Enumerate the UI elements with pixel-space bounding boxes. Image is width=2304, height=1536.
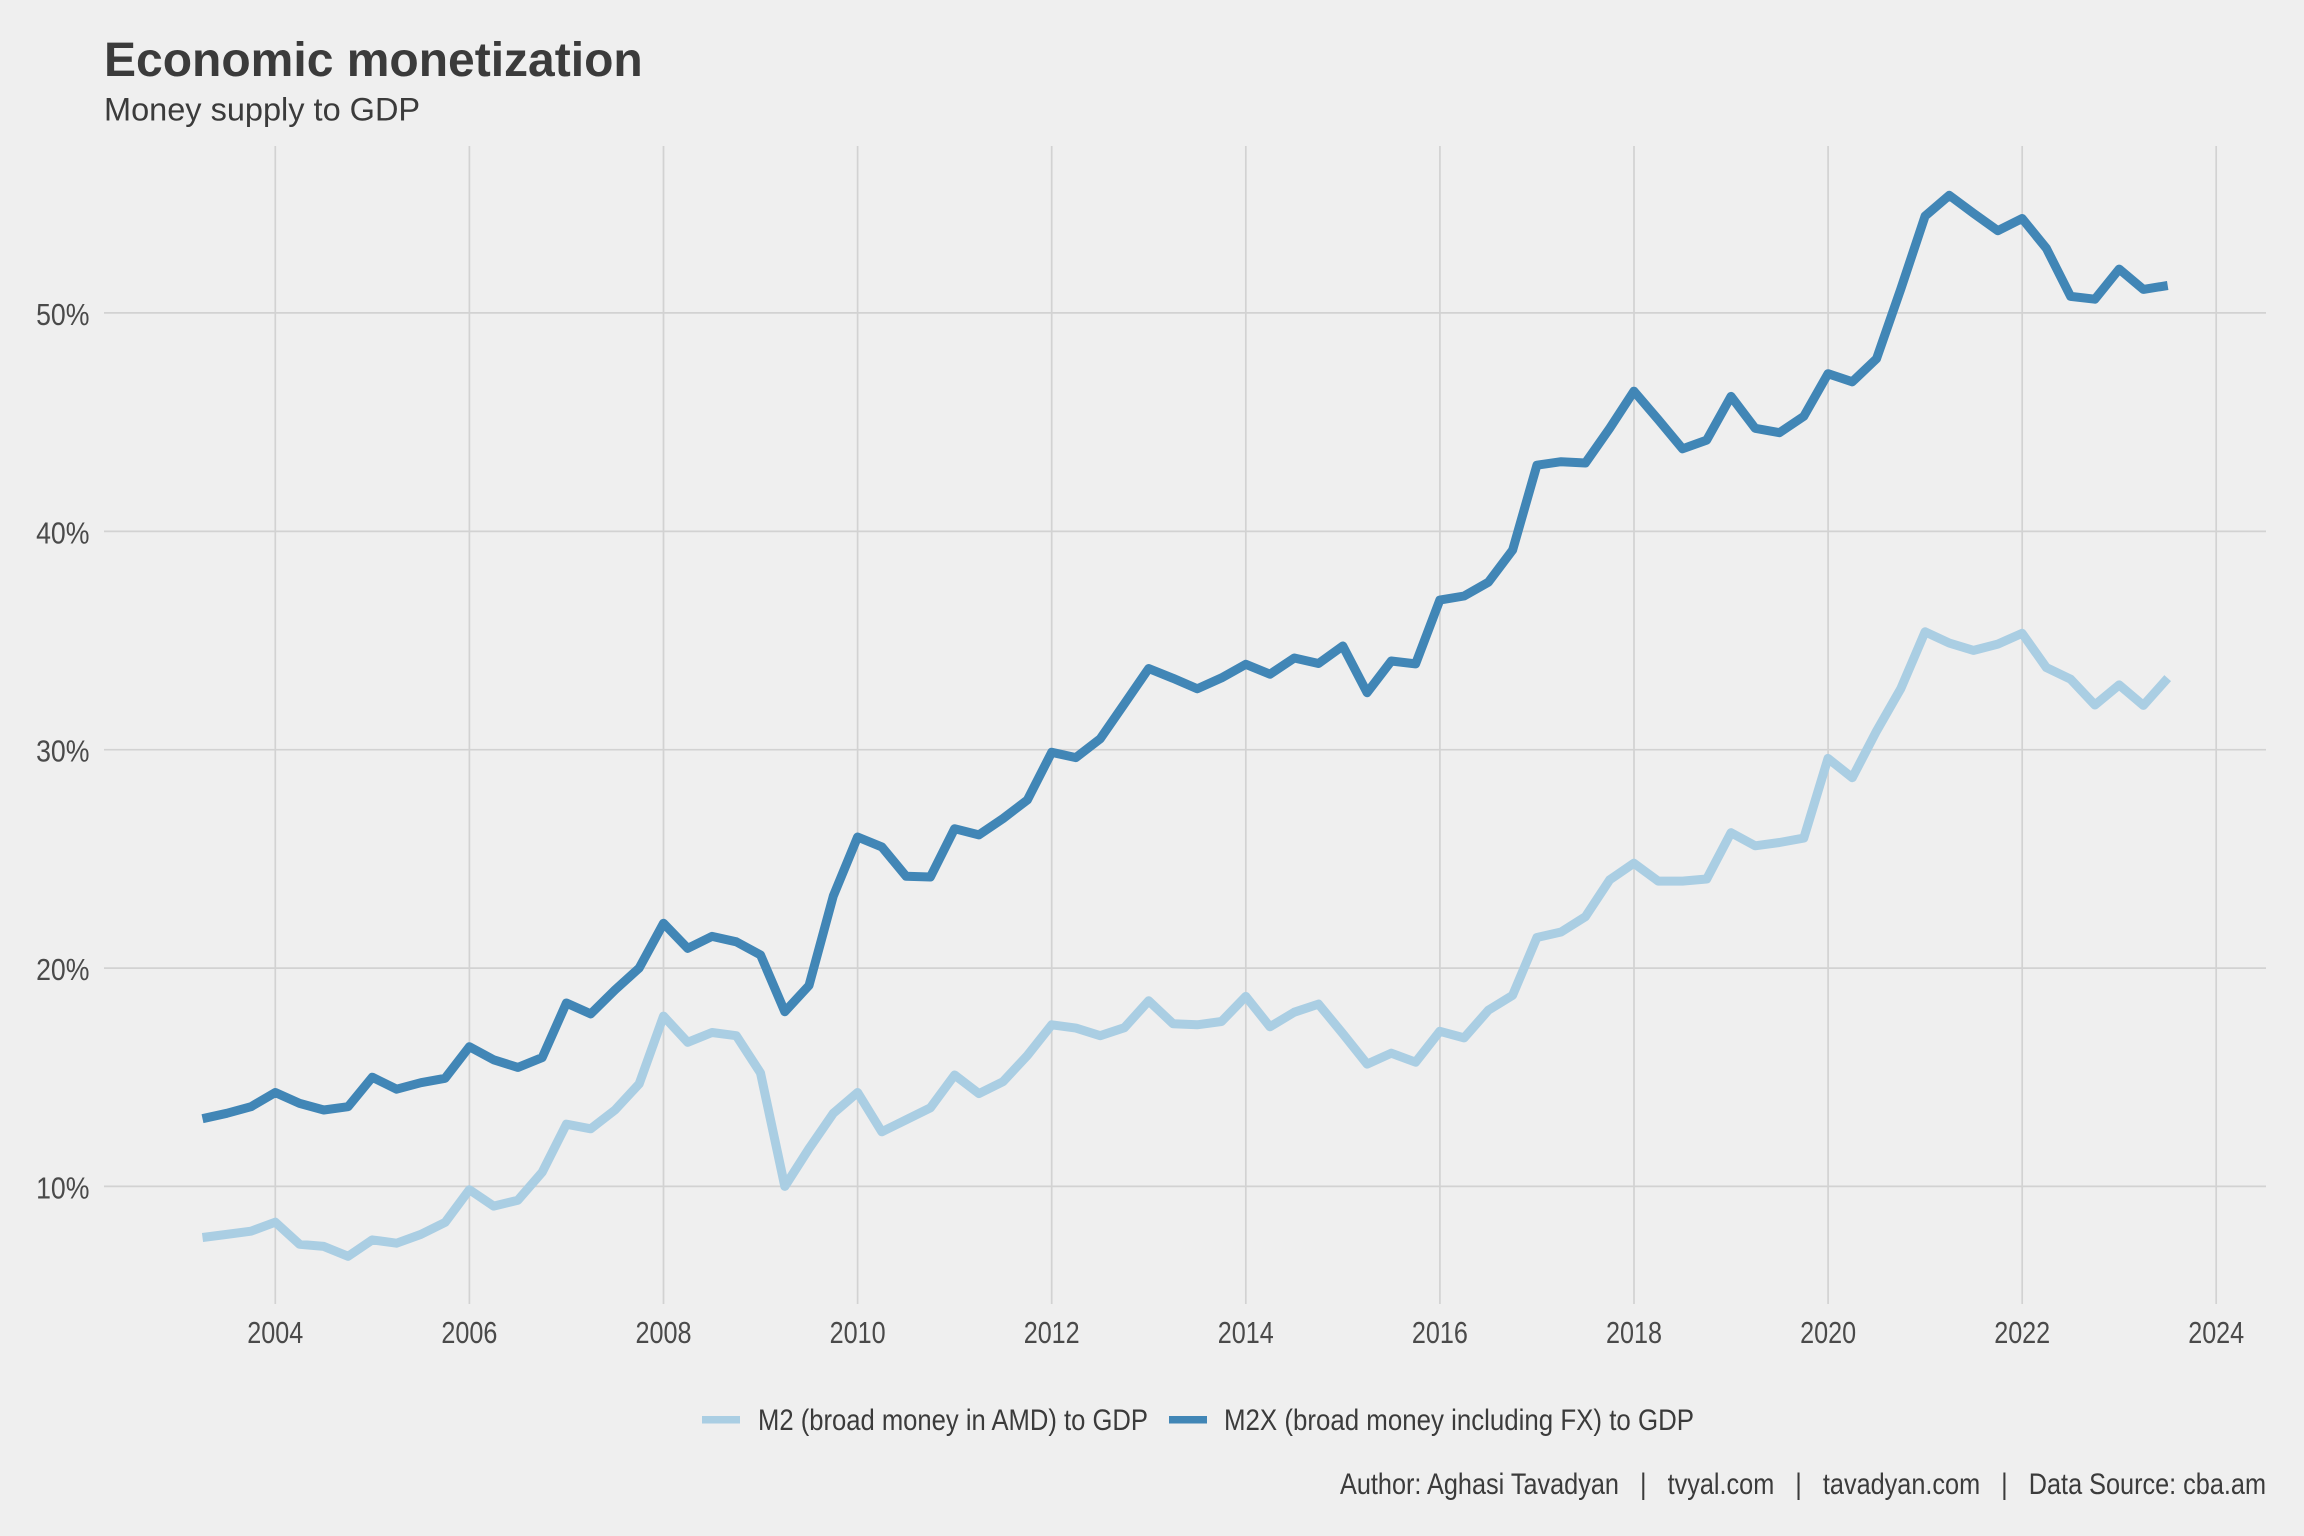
svg-text:2010: 2010	[830, 1316, 886, 1350]
svg-text:10%: 10%	[36, 1171, 89, 1205]
svg-text:40%: 40%	[36, 516, 89, 550]
svg-text:20%: 20%	[36, 953, 89, 987]
svg-text:2020: 2020	[1800, 1316, 1856, 1350]
svg-text:Money supply to GDP: Money supply to GDP	[104, 92, 420, 128]
svg-text:2018: 2018	[1606, 1316, 1662, 1350]
svg-text:2012: 2012	[1024, 1316, 1080, 1350]
svg-text:2014: 2014	[1218, 1316, 1274, 1350]
svg-text:2022: 2022	[1994, 1316, 2050, 1350]
svg-text:2024: 2024	[2188, 1316, 2244, 1350]
svg-text:50%: 50%	[36, 298, 89, 332]
svg-text:M2X (broad money including FX): M2X (broad money including FX) to GDP	[1224, 1404, 1694, 1437]
svg-text:2008: 2008	[636, 1316, 692, 1350]
svg-text:30%: 30%	[36, 735, 89, 769]
svg-text:2006: 2006	[441, 1316, 497, 1350]
svg-text:2004: 2004	[247, 1316, 303, 1350]
svg-text:Author: Aghasi Tavadyan |: Author: Aghasi Tavadyan | tvyal.com | ta…	[1340, 1468, 2266, 1501]
svg-text:2016: 2016	[1412, 1316, 1468, 1350]
svg-text:M2 (broad money in AMD) to GDP: M2 (broad money in AMD) to GDP	[758, 1404, 1148, 1437]
svg-text:Economic monetization: Economic monetization	[104, 34, 643, 87]
